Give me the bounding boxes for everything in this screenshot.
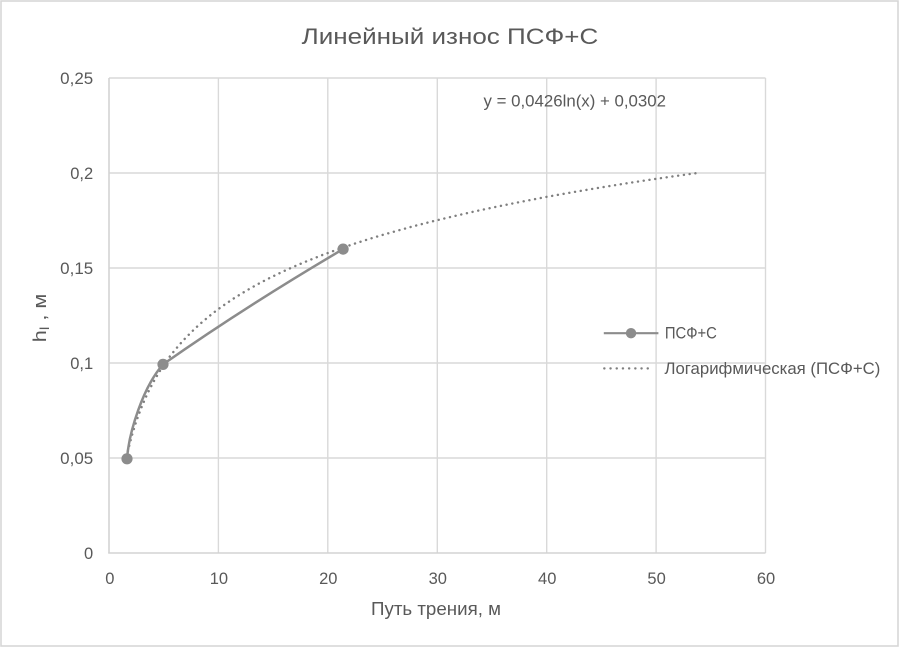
svg-text:0,25: 0,25 bbox=[60, 70, 93, 88]
svg-text:0,2: 0,2 bbox=[70, 165, 93, 183]
svg-text:30: 30 bbox=[429, 570, 447, 588]
svg-text:Логарифмическая (ПСФ+С): Логарифмическая (ПСФ+С) bbox=[665, 360, 881, 378]
svg-text:0: 0 bbox=[105, 570, 114, 588]
svg-text:20: 20 bbox=[319, 570, 337, 588]
svg-text:Линейный износ ПСФ+С: Линейный износ ПСФ+С bbox=[302, 24, 599, 49]
svg-text:0,15: 0,15 bbox=[60, 260, 93, 278]
svg-text:0,05: 0,05 bbox=[60, 450, 93, 468]
svg-text:y = 0,0426ln(x) + 0,0302: y = 0,0426ln(x) + 0,0302 bbox=[484, 91, 667, 110]
svg-text:Путь трения, м: Путь трения, м bbox=[371, 599, 501, 619]
svg-text:50: 50 bbox=[647, 570, 665, 588]
svg-text:10: 10 bbox=[210, 570, 228, 588]
svg-text:0: 0 bbox=[84, 545, 93, 563]
svg-text:40: 40 bbox=[538, 570, 556, 588]
svg-text:ПСФ+С: ПСФ+С bbox=[665, 325, 717, 343]
svg-text:60: 60 bbox=[757, 570, 775, 588]
svg-text:hl , м: hl , м bbox=[30, 294, 52, 343]
svg-text:0,1: 0,1 bbox=[70, 355, 93, 373]
